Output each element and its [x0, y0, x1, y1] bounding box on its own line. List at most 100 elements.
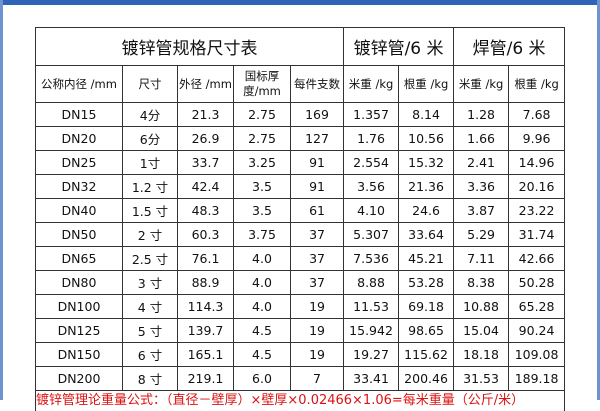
table-cell: 76.1: [178, 247, 234, 271]
table-cell: 4.0: [234, 295, 291, 319]
title-row: 镀锌管规格尺寸表 镀锌管/6 米 焊管/6 米: [36, 28, 565, 66]
window-frame-left: [0, 0, 3, 400]
table-cell: 14.96: [509, 151, 565, 175]
column-header: 尺寸: [123, 66, 178, 103]
table-cell: 37: [291, 271, 344, 295]
table-cell: 2.75: [234, 127, 291, 151]
table-cell: 31.53: [454, 367, 509, 391]
table-cell: 9.96: [509, 127, 565, 151]
table-cell: 5 寸: [123, 319, 178, 343]
table-cell: 200.46: [399, 367, 454, 391]
table-cell: 61: [291, 199, 344, 223]
table-cell: 37: [291, 223, 344, 247]
weight-formula-note: 镀锌管理论重量公式：（直径－壁厚）×壁厚×0.02466×1.06=每米重量（公…: [36, 391, 565, 411]
column-header: 米重 /kg: [344, 66, 399, 103]
table-cell: 33.41: [344, 367, 399, 391]
table-cell: 2.75: [234, 103, 291, 127]
table-cell: 19.27: [344, 343, 399, 367]
column-header: 根重 /kg: [509, 66, 565, 103]
table-cell: 91: [291, 175, 344, 199]
table-cell: DN200: [36, 367, 123, 391]
table-cell: DN100: [36, 295, 123, 319]
table-cell: 3.36: [454, 175, 509, 199]
column-header: 外径 /mm: [178, 66, 234, 103]
table-cell: 23.22: [509, 199, 565, 223]
table-cell: 98.65: [399, 319, 454, 343]
table-cell: 19: [291, 343, 344, 367]
column-header: 每件支数: [291, 66, 344, 103]
table-cell: 5.29: [454, 223, 509, 247]
group-galvanized: 镀锌管/6 米: [344, 28, 454, 66]
table-cell: 10.88: [454, 295, 509, 319]
group-welded: 焊管/6 米: [454, 28, 565, 66]
table-cell: 115.62: [399, 343, 454, 367]
table-cell: 3.87: [454, 199, 509, 223]
table-cell: 219.1: [178, 367, 234, 391]
table-cell: 1.76: [344, 127, 399, 151]
table-cell: 21.36: [399, 175, 454, 199]
table-cell: 91: [291, 151, 344, 175]
table-cell: 69.18: [399, 295, 454, 319]
table-cell: 1.357: [344, 103, 399, 127]
table-cell: 6分: [123, 127, 178, 151]
table-cell: 19: [291, 319, 344, 343]
table-cell: 15.04: [454, 319, 509, 343]
table-cell: 1寸: [123, 151, 178, 175]
column-header: 米重 /kg: [454, 66, 509, 103]
table-cell: 4.0: [234, 247, 291, 271]
table-cell: DN25: [36, 151, 123, 175]
table-cell: DN125: [36, 319, 123, 343]
column-header: 根重 /kg: [399, 66, 454, 103]
table-cell: 3.5: [234, 199, 291, 223]
table-cell: 11.53: [344, 295, 399, 319]
table-cell: 50.28: [509, 271, 565, 295]
note-row: 镀锌管理论重量公式：（直径－壁厚）×壁厚×0.02466×1.06=每米重量（公…: [36, 391, 565, 411]
table-title: 镀锌管规格尺寸表: [36, 28, 344, 66]
table-cell: 18.18: [454, 343, 509, 367]
table-cell: 19: [291, 295, 344, 319]
table-cell: 4.5: [234, 319, 291, 343]
table-cell: DN15: [36, 103, 123, 127]
column-header: 国标厚度/mm: [234, 66, 291, 103]
table-cell: 15.32: [399, 151, 454, 175]
table-cell: DN65: [36, 247, 123, 271]
table-cell: DN80: [36, 271, 123, 295]
table-cell: DN50: [36, 223, 123, 247]
table-cell: 15.942: [344, 319, 399, 343]
table-cell: 165.1: [178, 343, 234, 367]
table-cell: 42.66: [509, 247, 565, 271]
table-cell: 53.28: [399, 271, 454, 295]
table-cell: 37: [291, 247, 344, 271]
table-cell: 90.24: [509, 319, 565, 343]
column-header: 公称内径 /mm: [36, 66, 123, 103]
table-cell: 8.14: [399, 103, 454, 127]
table-cell: 60.3: [178, 223, 234, 247]
table-cell: 3.25: [234, 151, 291, 175]
table-cell: 127: [291, 127, 344, 151]
table-cell: 4.5: [234, 343, 291, 367]
table-cell: 10.56: [399, 127, 454, 151]
table-cell: 4.0: [234, 271, 291, 295]
table-cell: 33.7: [178, 151, 234, 175]
table-cell: 6 寸: [123, 343, 178, 367]
table-cell: 88.9: [178, 271, 234, 295]
table-cell: 4分: [123, 103, 178, 127]
table-cell: 3 寸: [123, 271, 178, 295]
table-cell: DN32: [36, 175, 123, 199]
table-cell: 3.5: [234, 175, 291, 199]
table-cell: 31.74: [509, 223, 565, 247]
table-cell: 7.536: [344, 247, 399, 271]
table-cell: 8.88: [344, 271, 399, 295]
table-cell: 45.21: [399, 247, 454, 271]
table-cell: 3.56: [344, 175, 399, 199]
